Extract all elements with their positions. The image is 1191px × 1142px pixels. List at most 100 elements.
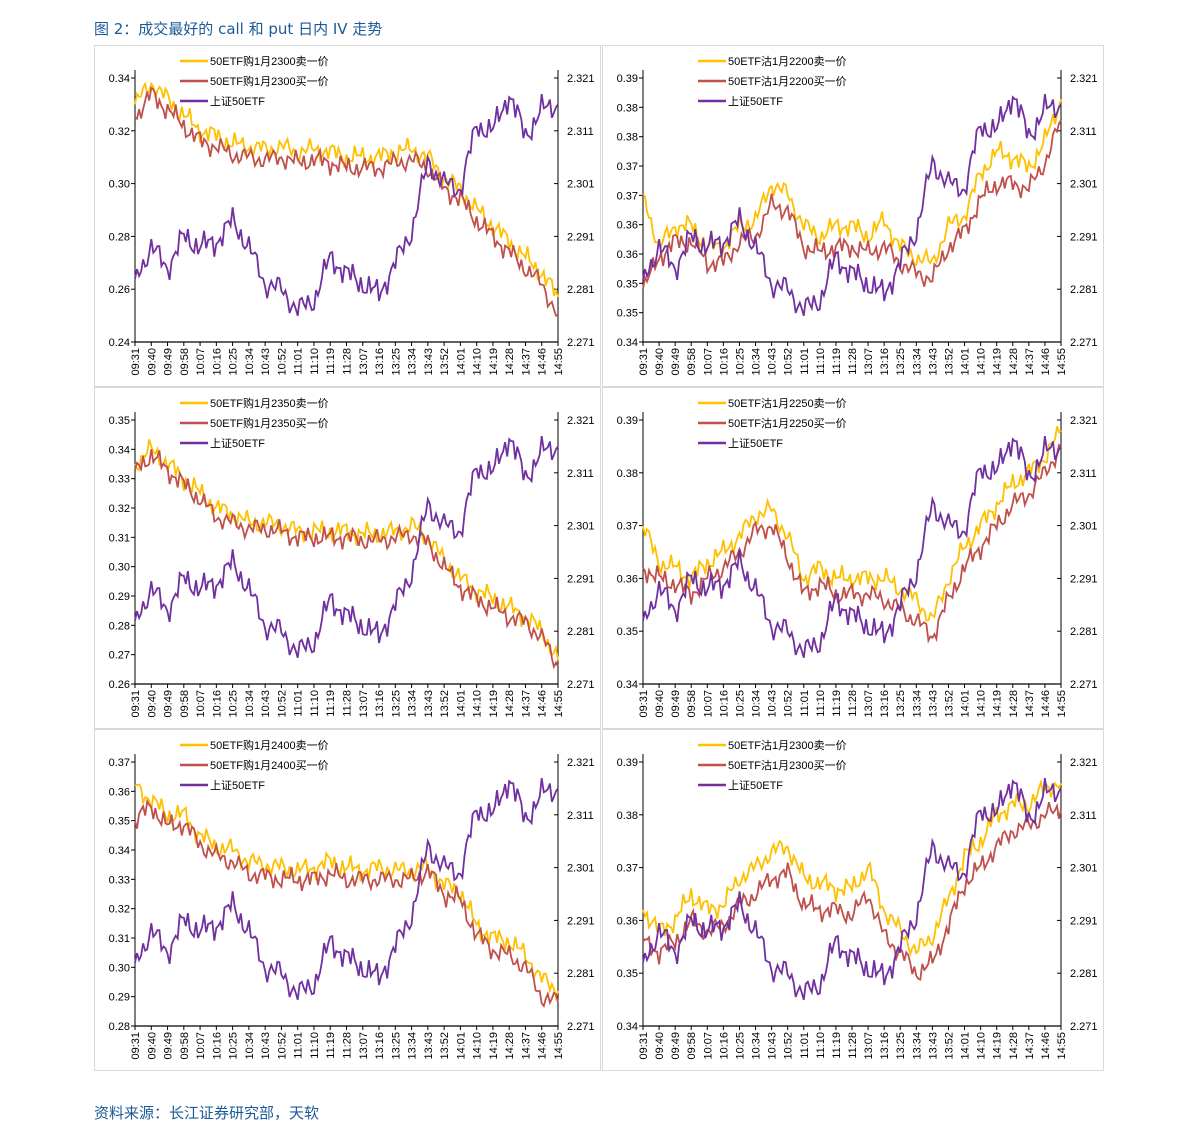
x-tick-label: 09:31 bbox=[130, 690, 142, 718]
chart-panel-1: 0.24 0.26 0.28 0.30 0.32 0.34 2.271 2.281 2.291 2… bbox=[94, 45, 601, 387]
legend-label: 50ETF沽1月2250买一价 bbox=[728, 417, 847, 430]
x-tick-label: 13:07 bbox=[358, 1032, 370, 1060]
index-series-line bbox=[642, 93, 1062, 317]
x-tick-label: 10:25 bbox=[734, 690, 746, 718]
y2-tick-label: 2.311 bbox=[1070, 810, 1097, 822]
y-tick-label: 0.31 bbox=[109, 933, 130, 945]
x-tick-label: 10:07 bbox=[702, 690, 714, 718]
x-tick-label: 13:43 bbox=[423, 1032, 435, 1060]
x-tick-label: 14:55 bbox=[1056, 1032, 1068, 1060]
y-tick-label: 0.39 bbox=[617, 415, 638, 427]
x-tick-label: 11:28 bbox=[847, 690, 859, 717]
x-tick-label: 09:49 bbox=[163, 1032, 175, 1060]
y2-tick-label: 2.301 bbox=[567, 521, 595, 533]
y-tick-label: 0.32 bbox=[109, 126, 130, 138]
x-tick-label: 10:07 bbox=[195, 348, 207, 376]
x-tick-label: 14:28 bbox=[504, 690, 516, 718]
x-tick-label: 13:25 bbox=[895, 1032, 907, 1060]
x-tick-label: 11:01 bbox=[293, 690, 305, 717]
y2-tick-label: 2.301 bbox=[1070, 521, 1098, 533]
index-series-line bbox=[642, 777, 1062, 1001]
x-tick-label: 09:58 bbox=[686, 690, 698, 718]
legend-label: 上证50ETF bbox=[210, 437, 265, 450]
x-tick-label: 13:16 bbox=[374, 348, 386, 376]
x-tick-label: 14:46 bbox=[1040, 348, 1052, 376]
x-tick-label: 14:19 bbox=[992, 348, 1004, 376]
x-tick-label: 13:07 bbox=[863, 690, 875, 718]
x-tick-label: 11:28 bbox=[847, 348, 859, 375]
x-tick-label: 14:28 bbox=[1008, 348, 1020, 376]
x-tick-label: 14:10 bbox=[976, 690, 988, 718]
x-tick-label: 09:58 bbox=[686, 348, 698, 376]
x-tick-label: 13:16 bbox=[374, 690, 386, 718]
x-tick-label: 13:52 bbox=[439, 690, 451, 718]
x-tick-label: 14:46 bbox=[537, 348, 549, 376]
y-tick-label: 0.37 bbox=[617, 190, 638, 202]
chart-svg: 0.24 0.26 0.28 0.30 0.32 0.34 2.271 2.281 2.291 2… bbox=[109, 54, 595, 376]
y-tick-label: 0.39 bbox=[617, 73, 638, 85]
x-tick-label: 10:07 bbox=[702, 1032, 714, 1060]
x-tick-label: 10:43 bbox=[767, 1032, 779, 1060]
y2-tick-label: 2.291 bbox=[1070, 573, 1098, 585]
legend-label: 50ETF沽1月2200卖一价 bbox=[728, 55, 847, 68]
index-series-line bbox=[134, 93, 559, 317]
x-tick-label: 14:01 bbox=[455, 690, 467, 718]
y-tick-label: 0.28 bbox=[109, 1021, 130, 1033]
x-tick-label: 13:25 bbox=[390, 348, 402, 376]
x-tick-label: 13:34 bbox=[911, 1032, 923, 1060]
x-tick-label: 11:19 bbox=[325, 1032, 337, 1059]
x-tick-label: 14:55 bbox=[553, 1032, 565, 1060]
x-tick-label: 13:16 bbox=[374, 1032, 386, 1060]
y-tick-label: 0.35 bbox=[109, 816, 130, 828]
y2-tick-label: 2.311 bbox=[1070, 468, 1097, 480]
y2-tick-label: 2.321 bbox=[567, 73, 595, 85]
index-series-line bbox=[642, 435, 1062, 659]
y-tick-label: 0.35 bbox=[109, 415, 130, 427]
index-series-line bbox=[134, 435, 559, 659]
x-tick-label: 14:01 bbox=[960, 1032, 972, 1060]
x-tick-label: 09:49 bbox=[670, 348, 682, 376]
x-tick-label: 10:43 bbox=[260, 348, 272, 376]
x-tick-label: 14:37 bbox=[1024, 1032, 1036, 1060]
x-tick-label: 10:34 bbox=[244, 1032, 256, 1060]
x-tick-label: 10:34 bbox=[751, 1032, 763, 1060]
y-tick-label: 0.28 bbox=[109, 231, 130, 243]
x-tick-label: 13:25 bbox=[895, 348, 907, 376]
x-tick-label: 11:19 bbox=[325, 348, 337, 375]
x-tick-label: 14:37 bbox=[520, 690, 532, 718]
y-tick-label: 0.38 bbox=[617, 102, 638, 114]
x-tick-label: 10:43 bbox=[260, 1032, 272, 1060]
y-tick-label: 0.31 bbox=[109, 532, 130, 544]
legend-label: 上证50ETF bbox=[728, 437, 783, 450]
y-tick-label: 0.34 bbox=[109, 73, 130, 85]
legend-label: 50ETF沽1月2200买一价 bbox=[728, 75, 847, 88]
x-tick-label: 10:52 bbox=[276, 690, 288, 718]
x-tick-label: 13:43 bbox=[927, 1032, 939, 1060]
buy-series-line bbox=[642, 443, 1062, 644]
y2-tick-label: 2.301 bbox=[567, 863, 595, 875]
legend-label: 50ETF购1月2350买一价 bbox=[210, 416, 329, 430]
x-tick-label: 10:07 bbox=[702, 348, 714, 376]
buy-series-line bbox=[134, 449, 559, 670]
x-tick-label: 11:28 bbox=[847, 1032, 859, 1059]
y2-tick-label: 2.271 bbox=[567, 337, 595, 349]
x-tick-label: 13:16 bbox=[879, 690, 891, 718]
y-tick-label: 0.37 bbox=[617, 863, 638, 875]
x-tick-label: 10:16 bbox=[211, 348, 223, 376]
x-tick-label: 10:25 bbox=[228, 348, 240, 376]
x-tick-label: 09:40 bbox=[146, 690, 158, 718]
x-tick-label: 14:01 bbox=[960, 690, 972, 718]
y-tick-label: 0.33 bbox=[109, 474, 130, 486]
x-tick-label: 13:34 bbox=[407, 1032, 419, 1060]
x-tick-label: 11:28 bbox=[342, 348, 354, 375]
x-tick-label: 10:16 bbox=[718, 690, 730, 718]
y2-tick-label: 2.321 bbox=[567, 415, 595, 427]
sell-series-line bbox=[134, 439, 559, 661]
x-tick-label: 13:34 bbox=[911, 348, 923, 376]
x-tick-label: 13:34 bbox=[911, 690, 923, 718]
x-tick-label: 10:16 bbox=[718, 1032, 730, 1060]
y-tick-label: 0.37 bbox=[617, 161, 638, 173]
y2-tick-label: 2.321 bbox=[1070, 415, 1098, 427]
y-tick-label: 0.34 bbox=[617, 337, 638, 349]
y2-tick-label: 2.281 bbox=[1070, 626, 1098, 638]
